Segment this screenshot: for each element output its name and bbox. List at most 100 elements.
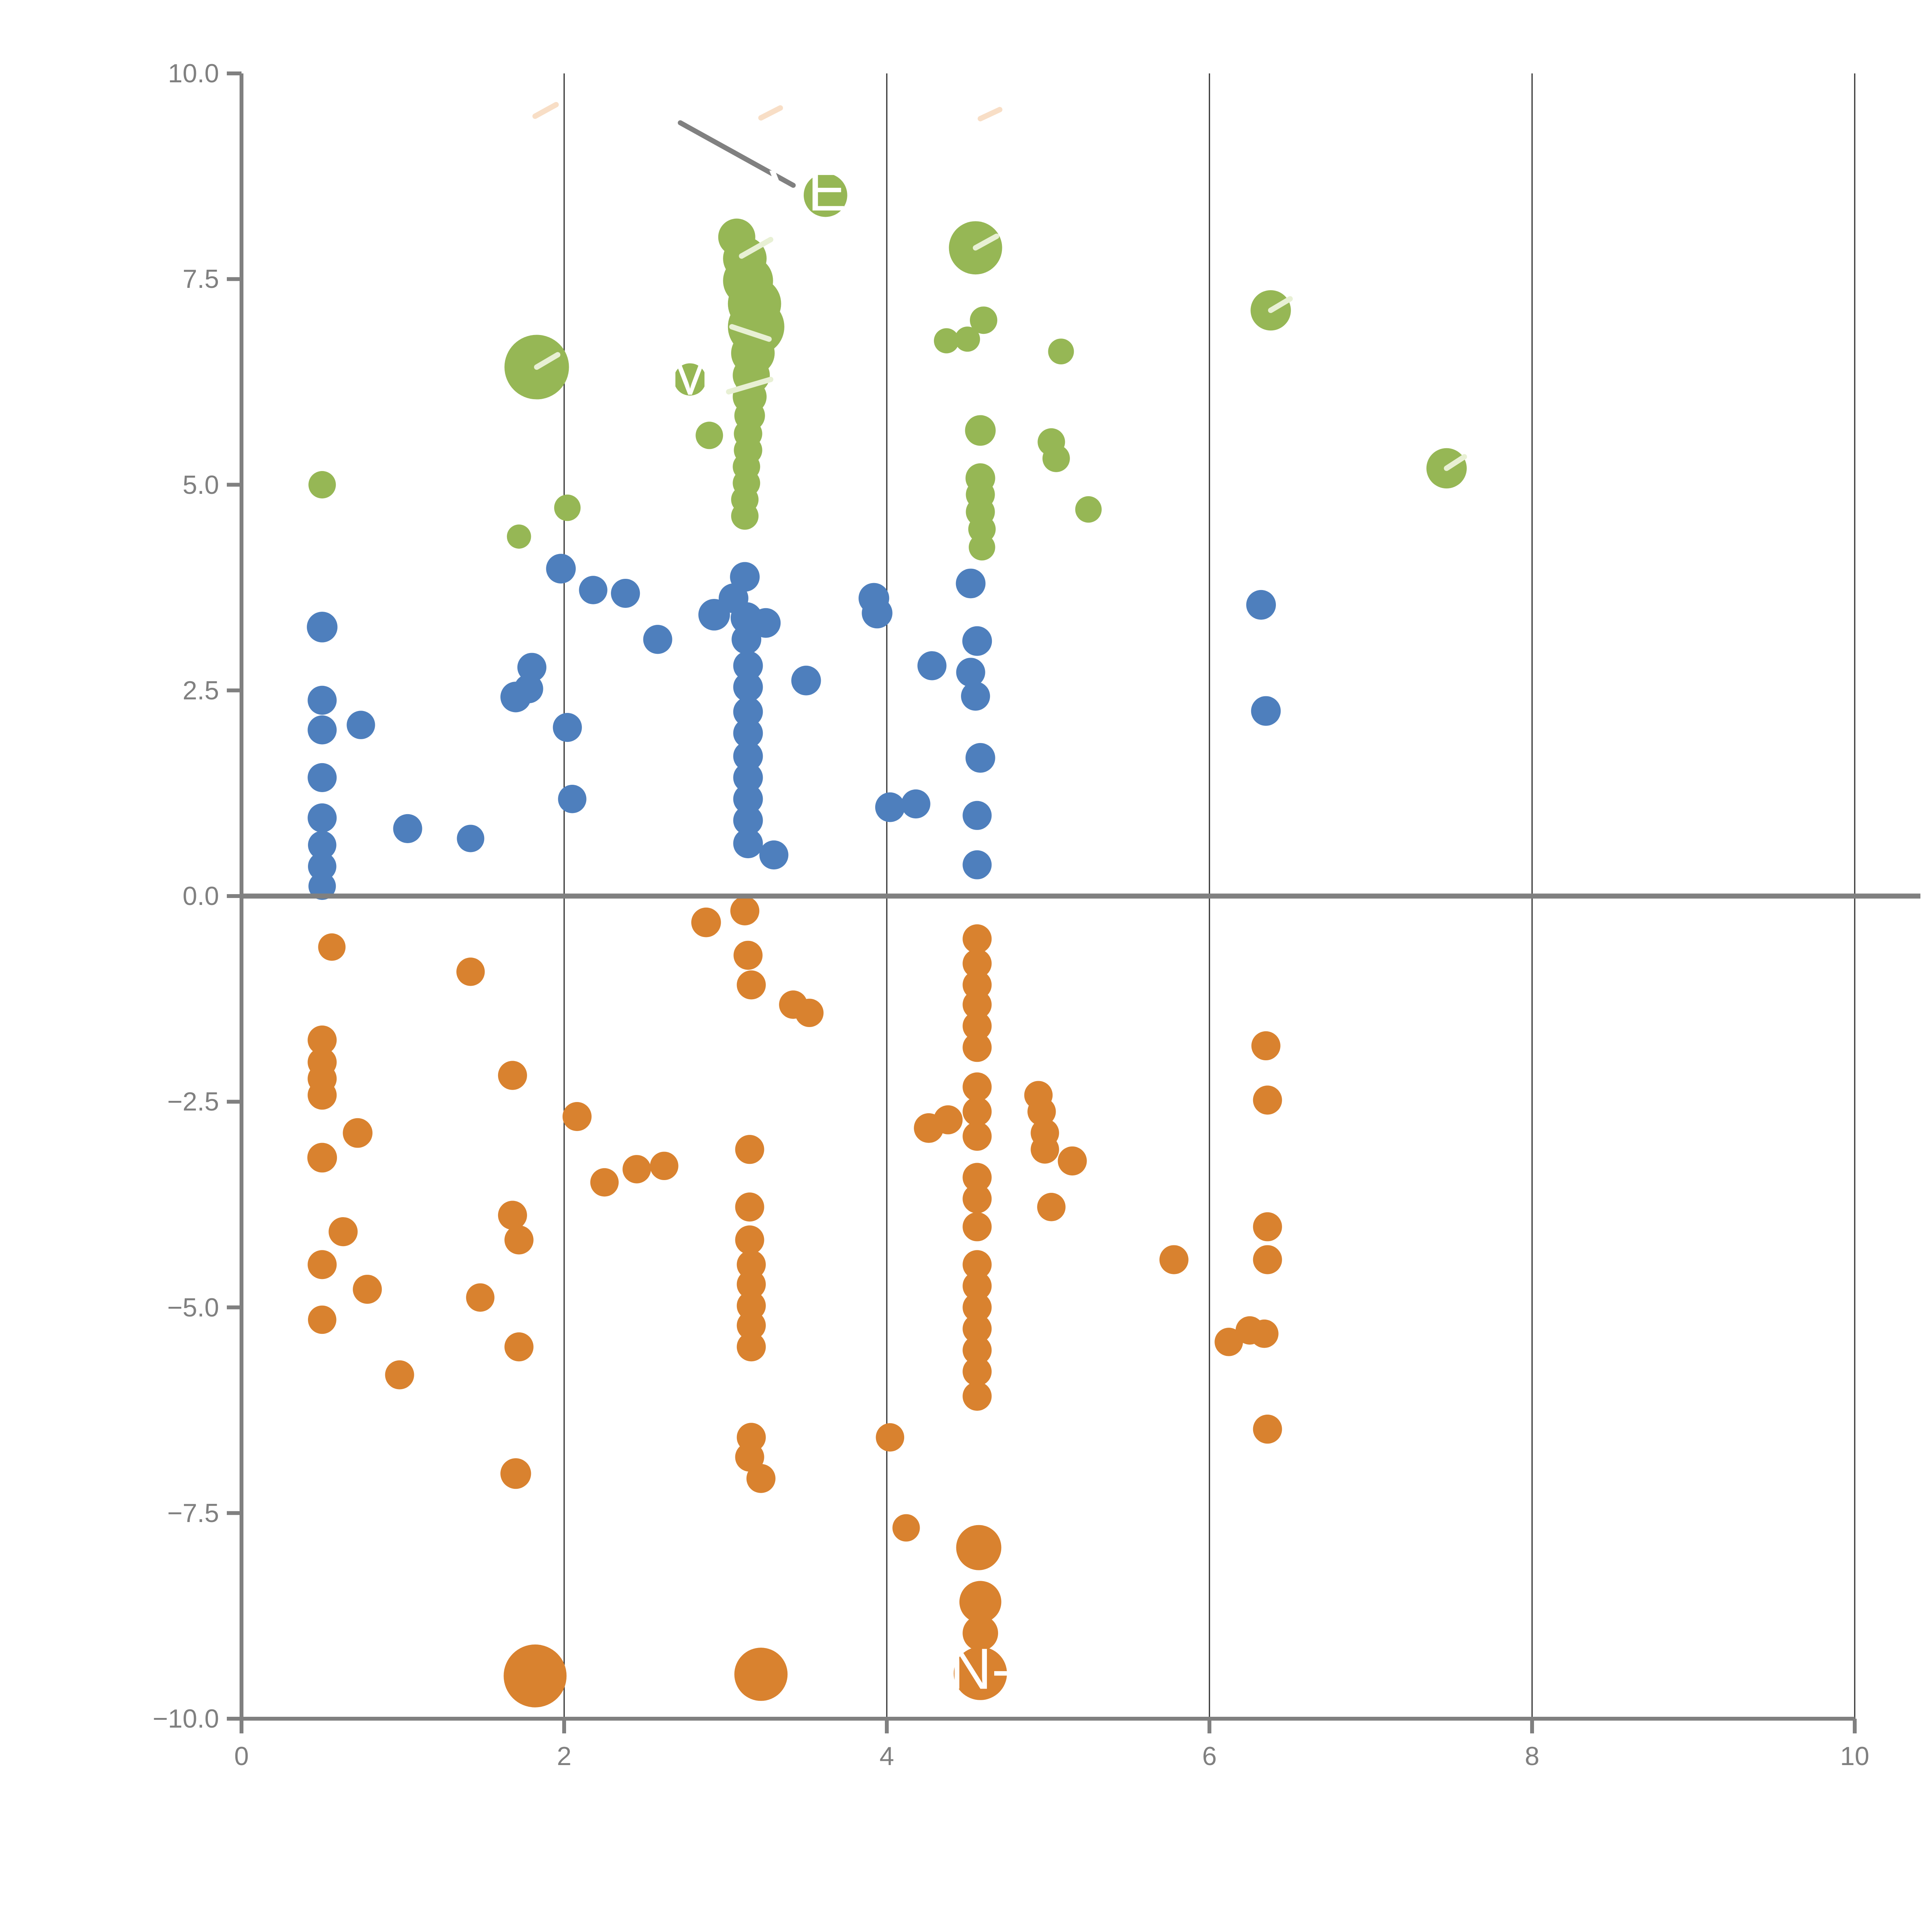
data-point[interactable] [736,1311,766,1340]
data-point[interactable] [611,578,640,608]
data-point[interactable] [751,608,781,638]
data-point[interactable] [504,1225,534,1255]
data-point[interactable] [546,554,576,584]
data-point[interactable] [1253,1085,1282,1115]
data-point[interactable] [963,1122,992,1151]
data-point[interactable] [733,741,763,771]
data-point[interactable] [962,626,992,656]
data-point[interactable] [959,1581,1002,1623]
data-point[interactable] [673,363,706,396]
data-point[interactable] [1253,1212,1282,1242]
data-point[interactable] [963,1097,992,1126]
data-point[interactable] [308,1305,337,1334]
data-point[interactable] [963,801,992,830]
data-point[interactable] [791,665,821,696]
data-point[interactable] [650,1151,679,1180]
data-point[interactable] [963,1357,992,1386]
data-point[interactable] [308,1250,337,1279]
data-point[interactable] [963,1615,998,1651]
data-point[interactable] [963,1072,992,1102]
data-point[interactable] [1159,1245,1189,1274]
data-point[interactable] [733,805,763,835]
data-point[interactable] [328,1217,358,1247]
data-point[interactable] [735,1192,764,1222]
data-point[interactable] [730,562,760,592]
data-point[interactable] [343,1118,373,1148]
data-point[interactable] [731,624,762,655]
data-point[interactable] [1251,696,1281,726]
data-point[interactable] [385,1360,414,1389]
data-point[interactable] [307,1143,337,1173]
data-point[interactable] [963,1293,992,1322]
data-point[interactable] [736,1332,766,1362]
data-point[interactable] [963,1314,992,1344]
data-point[interactable] [969,534,995,561]
data-point[interactable] [503,1644,567,1708]
data-point[interactable] [733,651,763,681]
data-point[interactable] [733,697,763,727]
data-point[interactable] [963,1184,992,1214]
data-point[interactable] [504,1332,534,1362]
data-point[interactable] [308,1080,337,1110]
data-point[interactable] [746,1464,776,1493]
data-point[interactable] [731,502,759,530]
data-point[interactable] [963,1011,992,1041]
data-point[interactable] [514,674,543,704]
data-point[interactable] [1058,1146,1087,1176]
data-point[interactable] [876,1423,905,1452]
data-point[interactable] [875,792,905,822]
data-point[interactable] [308,872,336,900]
data-point[interactable] [955,327,980,352]
data-point[interactable] [1250,1319,1279,1348]
data-point[interactable] [795,998,824,1027]
data-point[interactable] [498,1201,527,1230]
data-point[interactable] [1253,1415,1282,1444]
data-point[interactable] [734,1648,788,1701]
data-point[interactable] [934,1105,963,1134]
data-point[interactable] [956,568,986,599]
data-point[interactable] [579,576,607,604]
data-point[interactable] [1027,1097,1056,1126]
data-point[interactable] [759,840,789,870]
data-point[interactable] [963,1271,992,1301]
data-point[interactable] [963,1212,992,1242]
data-point[interactable] [517,653,547,682]
data-point[interactable] [353,1275,382,1304]
data-point[interactable] [733,718,763,748]
data-point[interactable] [1246,590,1276,620]
data-point[interactable] [1042,444,1070,472]
data-point[interactable] [308,763,337,792]
data-point[interactable] [457,825,485,852]
data-point[interactable] [308,471,336,498]
data-point[interactable] [622,1155,651,1184]
data-point[interactable] [963,949,992,978]
data-point[interactable] [862,597,893,629]
data-point[interactable] [963,1163,992,1192]
data-point[interactable] [733,672,763,702]
data-point[interactable] [963,1250,992,1279]
data-point[interactable] [892,1514,920,1542]
data-point[interactable] [963,1335,992,1365]
data-point[interactable] [736,1270,766,1299]
data-point[interactable] [970,306,997,334]
data-point[interactable] [498,1061,527,1090]
data-point[interactable] [956,1525,1002,1570]
data-point[interactable] [318,933,346,961]
data-point[interactable] [934,328,959,354]
data-point[interactable] [730,896,760,925]
data-point[interactable] [507,524,531,549]
data-point[interactable] [736,970,766,1000]
data-point[interactable] [1075,496,1102,523]
data-point[interactable] [553,713,582,742]
data-point[interactable] [901,789,930,819]
data-point[interactable] [308,685,337,715]
data-point[interactable] [1031,1135,1059,1164]
data-point[interactable] [963,990,992,1019]
data-point[interactable] [1214,1328,1243,1356]
data-point[interactable] [965,415,996,446]
data-point[interactable] [308,715,337,745]
data-point[interactable] [308,803,337,833]
data-point[interactable] [691,907,721,937]
data-point[interactable] [954,1647,1007,1700]
data-point[interactable] [308,1026,337,1055]
